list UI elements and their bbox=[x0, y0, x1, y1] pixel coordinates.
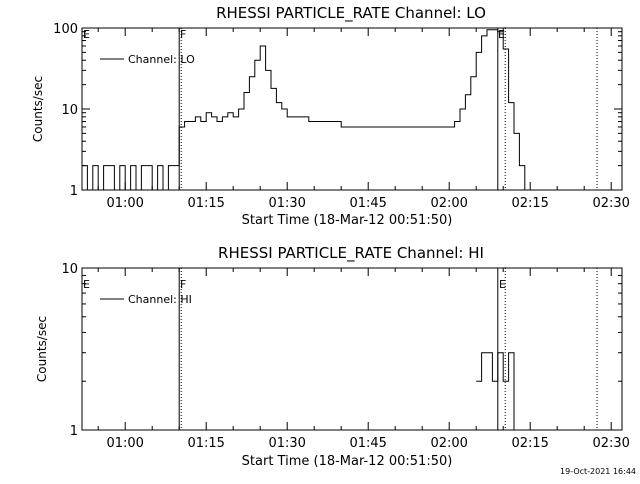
x-tick-label-hi: 02:00 bbox=[430, 436, 467, 451]
plot-area-hi: 01:00 01:15 01:30 01:45 02:00 02:15 02:30 1 10 bbox=[61, 262, 629, 451]
x-axis-label-lo: Start Time (18-Mar-12 00:51:50) bbox=[242, 213, 453, 228]
y-axis-label-lo: Counts/sec bbox=[31, 76, 45, 142]
panel-lo: RHESSI PARTICLE_RATE Channel: LO 01:00 01… bbox=[31, 4, 630, 228]
x-tick-label-hi: 01:45 bbox=[349, 436, 386, 451]
x-tick-label-hi: 01:15 bbox=[187, 436, 224, 451]
y-tick-label-lo: 10 bbox=[61, 103, 78, 118]
series-line-hi bbox=[476, 352, 515, 430]
marker-e-left-hi: E bbox=[83, 278, 90, 291]
panel-hi: RHESSI PARTICLE_RATE Channel: HI 01:00 01… bbox=[35, 244, 630, 469]
marker-e-left-lo: E bbox=[83, 28, 90, 41]
x-tick-label-lo: 01:30 bbox=[268, 196, 305, 211]
x-tick-label-lo: 02:30 bbox=[592, 196, 629, 211]
x-tick-label-hi: 01:00 bbox=[106, 436, 143, 451]
marker-f-hi: F bbox=[180, 278, 186, 291]
y-axis-label-hi: Counts/sec bbox=[35, 316, 49, 382]
x-tick-label-hi: 01:30 bbox=[268, 436, 305, 451]
marker-e-right-lo: E bbox=[498, 28, 505, 41]
chart-title-lo: RHESSI PARTICLE_RATE Channel: LO bbox=[216, 4, 486, 23]
x-tick-label-lo: 02:00 bbox=[430, 196, 467, 211]
x-tick-label-lo: 01:15 bbox=[187, 196, 224, 211]
y-tick-label-hi: 1 bbox=[70, 424, 78, 439]
marker-e-right-hi: E bbox=[499, 278, 506, 291]
y-tick-label-lo: 1 bbox=[70, 184, 78, 199]
marker-f-lo: F bbox=[180, 28, 186, 41]
date-stamp: 19-Oct-2021 16:44 bbox=[560, 467, 636, 476]
x-tick-label-hi: 02:15 bbox=[511, 436, 548, 451]
plot-frame-hi bbox=[81, 267, 623, 431]
x-tick-label-lo: 01:45 bbox=[349, 196, 386, 211]
legend-hi: Channel: HI bbox=[100, 293, 192, 306]
series-line-lo bbox=[82, 29, 574, 191]
plot-area-lo: 01:00 01:15 01:30 01:45 02:00 02:15 02:30 1 10 10… bbox=[53, 22, 630, 211]
legend-label-lo: Channel: LO bbox=[128, 53, 195, 66]
legend-label-hi: Channel: HI bbox=[128, 293, 192, 306]
x-axis-label-hi: Start Time (18-Mar-12 00:51:50) bbox=[242, 454, 453, 469]
legend-lo: Channel: LO bbox=[100, 53, 195, 66]
y-tick-label-hi: 10 bbox=[61, 262, 78, 277]
x-tick-label-hi: 02:30 bbox=[592, 436, 629, 451]
chart-title-hi: RHESSI PARTICLE_RATE Channel: HI bbox=[218, 244, 484, 263]
y-tick-label-lo: 100 bbox=[53, 22, 78, 37]
x-tick-label-lo: 02:15 bbox=[511, 196, 548, 211]
x-tick-label-lo: 01:00 bbox=[106, 196, 143, 211]
